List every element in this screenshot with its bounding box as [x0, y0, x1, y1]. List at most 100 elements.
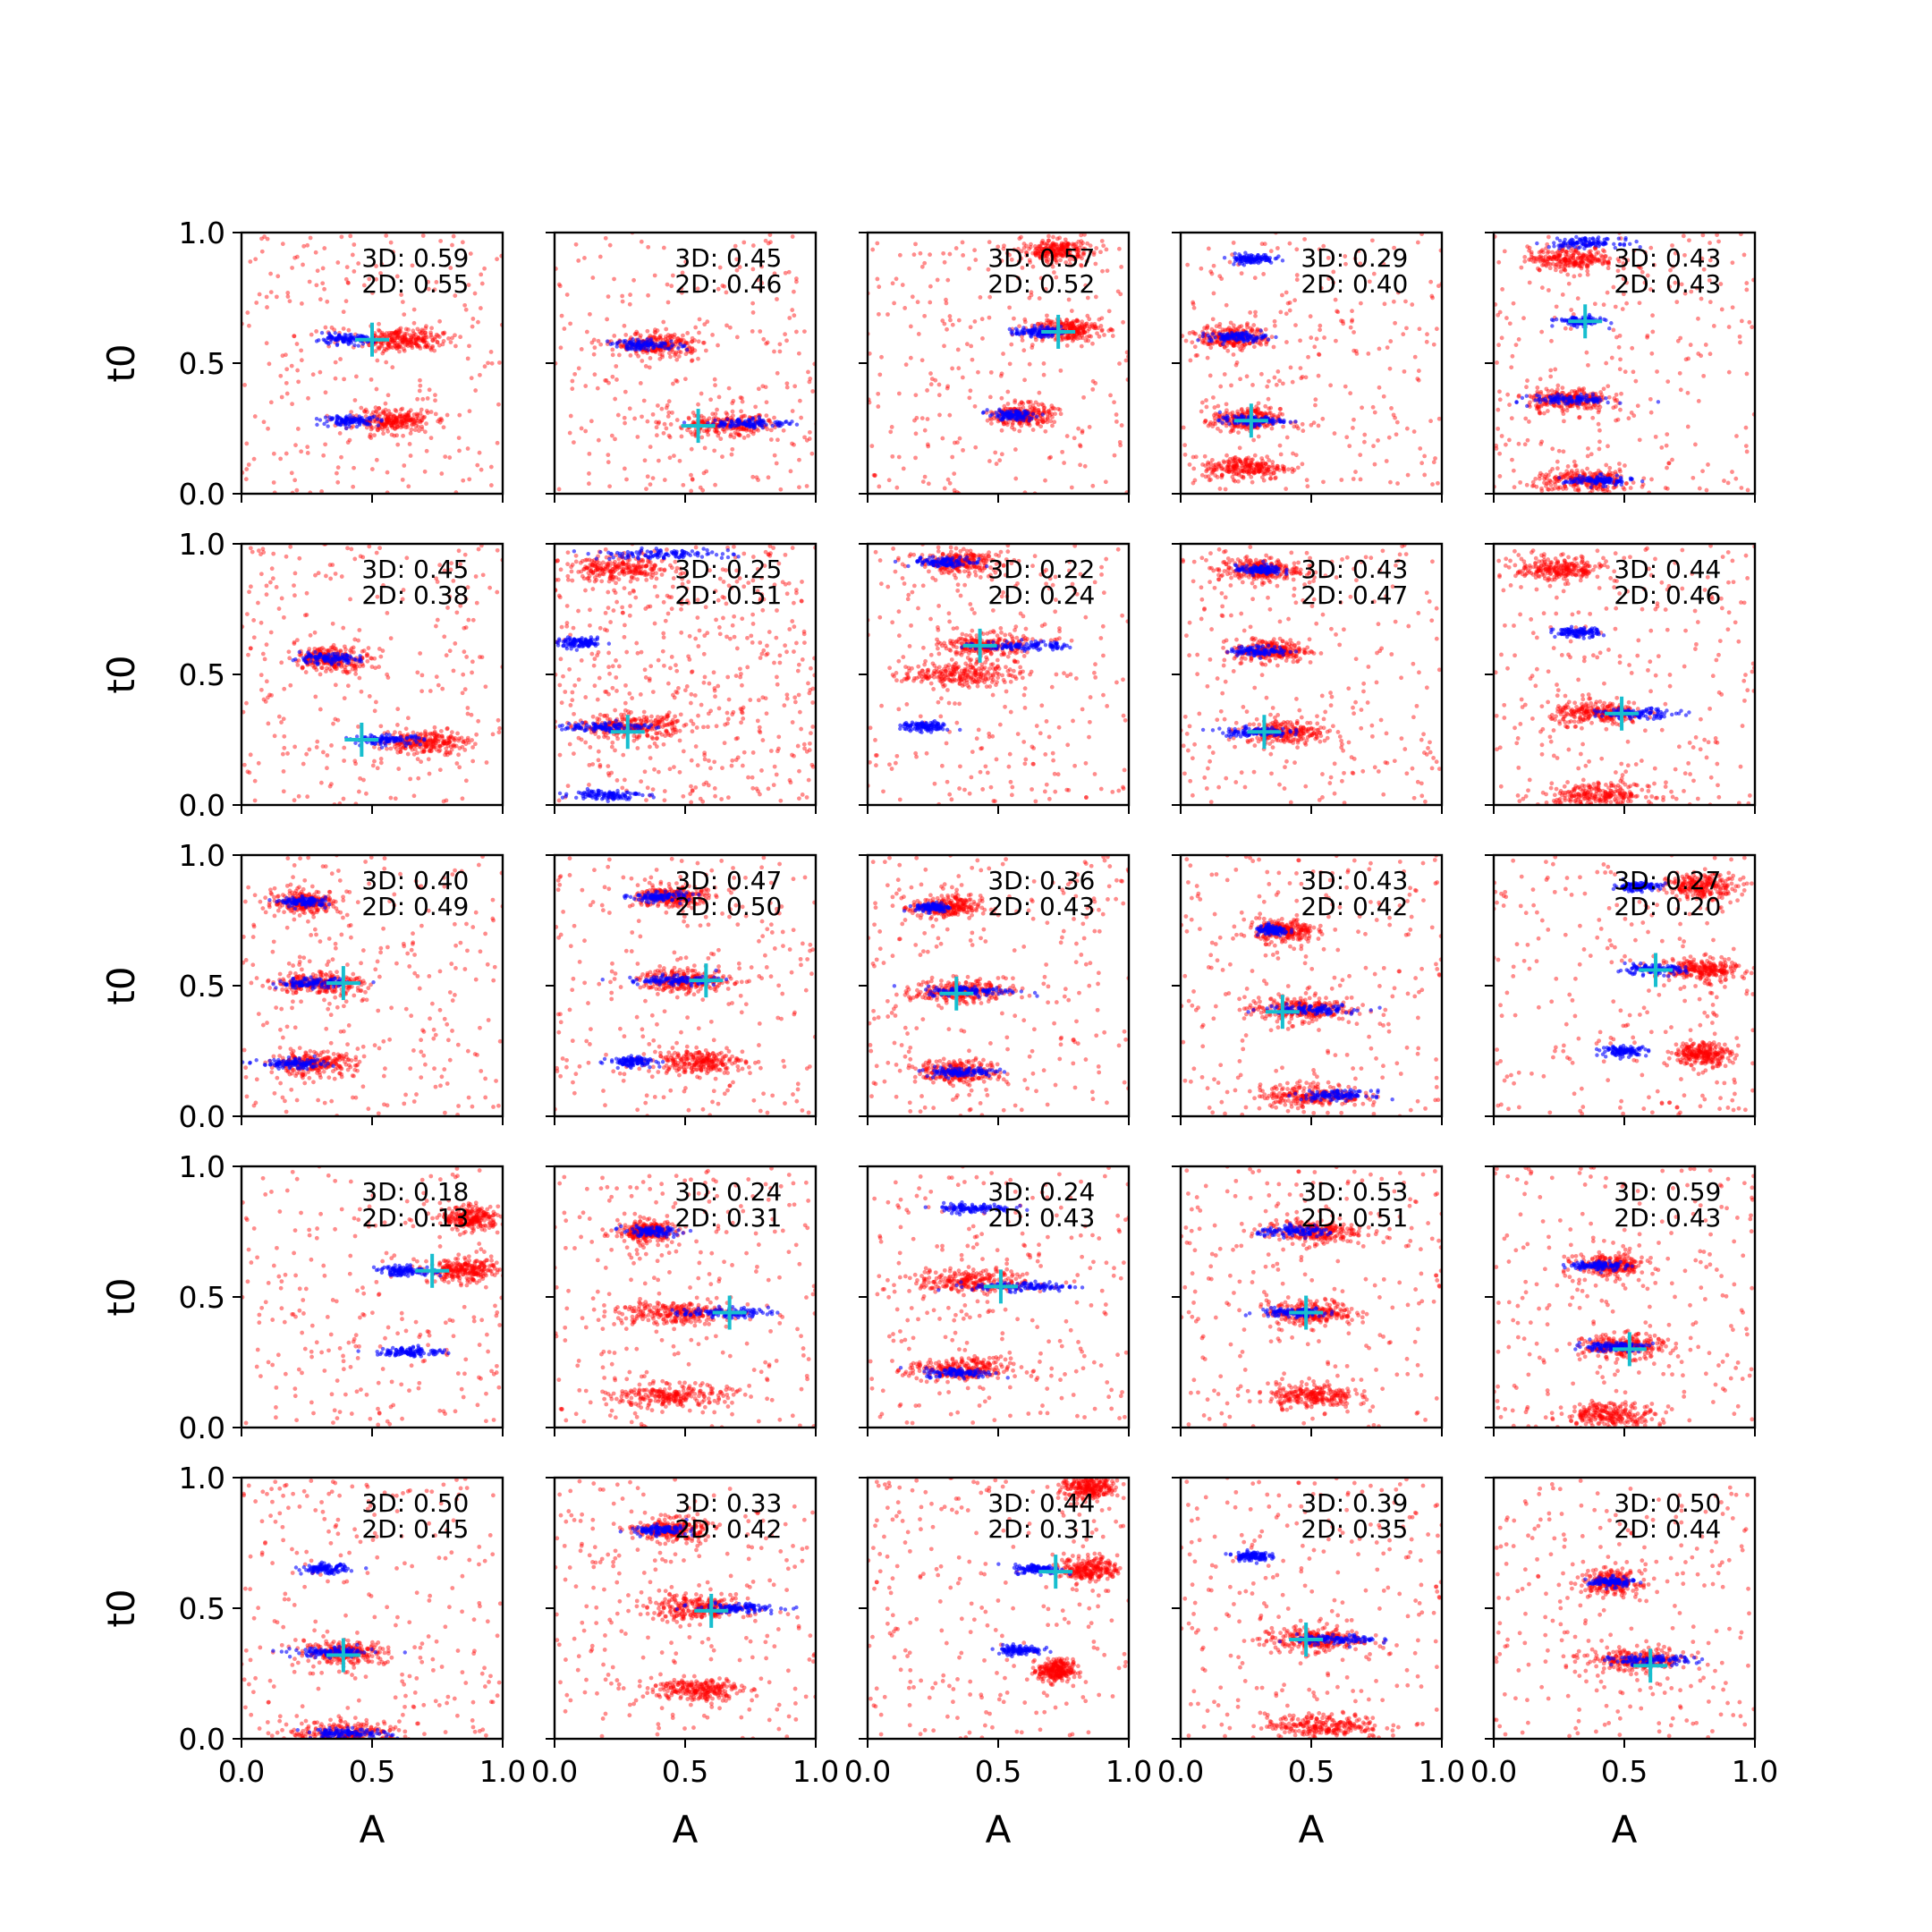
sample-2d-point: [1070, 320, 1074, 326]
sample-2d-point: [391, 419, 396, 425]
sample-2d-point: [1202, 419, 1208, 425]
sample-2d-point: [666, 433, 672, 438]
sample-2d-point: [928, 382, 934, 387]
sample-2d-point: [1039, 242, 1045, 246]
sample-2d-point: [652, 329, 657, 335]
sample-2d-point: [400, 334, 405, 339]
sample-2d-point: [691, 420, 696, 425]
sample-2d-point: [1117, 439, 1123, 445]
sample-2d-point: [568, 413, 573, 419]
sample-2d-point: [1227, 470, 1232, 474]
sample-2d-point: [1667, 284, 1672, 290]
sample-2d-point: [701, 419, 707, 424]
sample-2d-point: [941, 250, 946, 256]
sample-2d-point: [399, 407, 403, 412]
sample-2d-point: [744, 428, 749, 433]
sample-2d-point: [1326, 255, 1331, 260]
sample-2d-point: [1507, 321, 1513, 326]
sample-2d-point: [1248, 310, 1253, 315]
sample-3d-point: [1217, 418, 1222, 423]
sample-2d-point: [1231, 428, 1236, 434]
sample-3d-point: [372, 414, 377, 419]
sample-2d-point: [410, 345, 415, 351]
sample-2d-point: [1607, 465, 1613, 470]
sample-2d-point: [1046, 262, 1052, 267]
sample-2d-point: [420, 338, 425, 343]
sample-2d-point: [403, 417, 409, 422]
sample-2d-point: [1239, 324, 1244, 329]
sample-2d-point: [1119, 264, 1124, 269]
sample-3d-point: [1267, 419, 1272, 423]
sample-3d-point: [1282, 419, 1286, 425]
sample-2d-point: [1577, 273, 1582, 278]
sample-2d-point: [558, 345, 564, 351]
sample-2d-point: [1228, 320, 1233, 326]
sample-2d-point: [409, 343, 414, 349]
sample-2d-point: [1046, 238, 1052, 243]
sample-2d-point: [321, 453, 326, 458]
sample-2d-point: [1061, 243, 1066, 248]
sample-2d-point: [469, 376, 474, 381]
sample-2d-point: [677, 349, 682, 354]
sample-2d-point: [729, 452, 734, 457]
sample-2d-point: [1072, 325, 1077, 330]
sample-2d-point: [1211, 291, 1216, 296]
sample-2d-point: [1577, 414, 1582, 419]
sample-2d-point: [688, 429, 693, 435]
sample-2d-point: [665, 414, 671, 419]
sample-2d-point: [1098, 323, 1104, 328]
sample-2d-point: [394, 345, 400, 351]
sample-2d-point: [908, 324, 913, 329]
sample-2d-point: [1070, 254, 1075, 259]
sample-2d-point: [1258, 341, 1262, 346]
sample-2d-point: [1560, 292, 1565, 297]
sample-2d-point: [556, 487, 562, 492]
sample-2d-point: [1388, 339, 1394, 343]
sample-2d-point: [433, 411, 438, 417]
sample-2d-point: [628, 292, 632, 297]
sample-2d-point: [1005, 402, 1011, 406]
sample-2d-point: [1043, 478, 1047, 483]
sample-2d-point: [1052, 251, 1057, 257]
sample-2d-point: [1203, 418, 1208, 423]
sample-2d-point: [1563, 264, 1567, 269]
sample-2d-point: [294, 487, 300, 493]
sample-2d-point: [1613, 304, 1618, 309]
sample-2d-point: [699, 391, 704, 396]
sample-2d-point: [1275, 414, 1281, 419]
sample-2d-point: [1233, 466, 1238, 471]
sample-2d-point: [394, 332, 400, 337]
sample-2d-point: [1051, 249, 1056, 254]
sample-2d-point: [724, 425, 730, 430]
sample-2d-point: [793, 276, 799, 281]
sample-3d-point: [1007, 326, 1012, 332]
sample-2d-point: [708, 397, 714, 402]
sample-2d-point: [1328, 383, 1333, 388]
sample-2d-point: [1584, 350, 1589, 355]
sample-2d-point: [1615, 417, 1621, 422]
sample-2d-point: [428, 410, 434, 414]
sample-2d-point: [1085, 241, 1090, 246]
sample-2d-point: [456, 436, 462, 440]
sample-2d-point: [1012, 427, 1017, 432]
sample-2d-point: [419, 407, 424, 412]
sample-2d-point: [1050, 254, 1055, 259]
sample-2d-point: [1259, 456, 1265, 461]
sample-2d-point: [1045, 411, 1050, 417]
sample-2d-point: [1063, 237, 1068, 242]
sample-2d-point: [1230, 456, 1235, 462]
sample-2d-point: [794, 279, 799, 284]
sample-3d-point: [344, 426, 349, 431]
sample-2d-point: [1244, 462, 1250, 467]
sample-2d-point: [1557, 252, 1563, 258]
sample-2d-point: [1540, 263, 1545, 267]
sample-2d-point: [1556, 265, 1562, 270]
sample-2d-point: [720, 284, 725, 288]
sample-2d-point: [402, 312, 407, 317]
sample-2d-point: [388, 423, 394, 428]
sample-2d-point: [390, 338, 395, 343]
sample-2d-point: [894, 276, 899, 282]
sample-2d-point: [367, 276, 372, 282]
sample-2d-point: [394, 329, 399, 335]
